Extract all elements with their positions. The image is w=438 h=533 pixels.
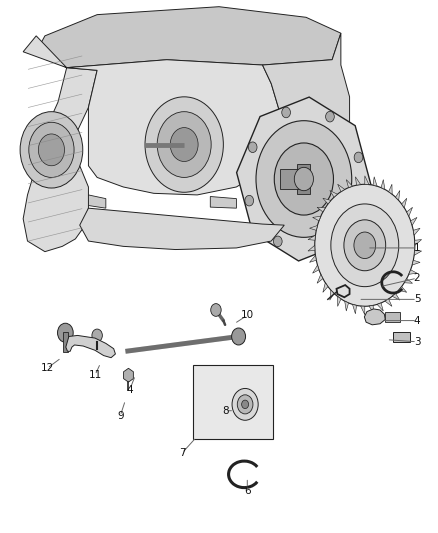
Circle shape: [256, 120, 352, 237]
Text: 8: 8: [222, 406, 229, 416]
Polygon shape: [313, 216, 321, 221]
Polygon shape: [338, 184, 345, 192]
Circle shape: [57, 323, 73, 342]
Polygon shape: [124, 368, 134, 382]
Polygon shape: [396, 190, 400, 200]
Bar: [193, 365, 273, 439]
Polygon shape: [66, 335, 116, 358]
Polygon shape: [353, 304, 357, 314]
Circle shape: [351, 206, 360, 216]
Text: 11: 11: [88, 370, 102, 380]
Circle shape: [232, 328, 246, 345]
Polygon shape: [317, 207, 325, 212]
Polygon shape: [23, 36, 97, 252]
Polygon shape: [310, 255, 316, 262]
Text: 2: 2: [414, 273, 420, 283]
Circle shape: [273, 236, 282, 247]
Circle shape: [354, 152, 363, 163]
Polygon shape: [407, 207, 413, 216]
Polygon shape: [360, 306, 365, 315]
Polygon shape: [392, 293, 400, 300]
Polygon shape: [411, 217, 417, 225]
Circle shape: [20, 112, 83, 188]
Text: 4: 4: [127, 384, 133, 394]
Polygon shape: [237, 97, 371, 261]
Bar: [385, 312, 400, 321]
Polygon shape: [88, 195, 106, 208]
Polygon shape: [313, 265, 319, 273]
Text: 1: 1: [414, 243, 420, 253]
Polygon shape: [389, 184, 392, 194]
Text: 7: 7: [179, 448, 185, 458]
Circle shape: [331, 204, 399, 287]
Bar: [297, 165, 311, 193]
Polygon shape: [67, 60, 280, 195]
Polygon shape: [413, 228, 420, 235]
Polygon shape: [409, 270, 417, 274]
Circle shape: [282, 107, 290, 118]
Bar: [63, 332, 68, 352]
Polygon shape: [369, 305, 374, 314]
Polygon shape: [310, 225, 318, 230]
Circle shape: [92, 329, 102, 342]
Circle shape: [294, 167, 314, 191]
Polygon shape: [399, 287, 407, 292]
Circle shape: [145, 97, 223, 192]
Polygon shape: [385, 299, 392, 306]
Circle shape: [344, 220, 386, 271]
Polygon shape: [346, 180, 353, 188]
Polygon shape: [308, 245, 315, 251]
Polygon shape: [373, 177, 377, 186]
Circle shape: [157, 112, 211, 177]
Polygon shape: [308, 235, 315, 240]
Polygon shape: [364, 309, 385, 325]
Text: 9: 9: [117, 411, 124, 421]
Polygon shape: [330, 190, 337, 197]
Polygon shape: [345, 301, 349, 311]
Polygon shape: [323, 282, 328, 292]
Polygon shape: [323, 198, 331, 204]
Polygon shape: [415, 239, 422, 245]
Polygon shape: [262, 33, 350, 225]
Polygon shape: [36, 7, 341, 68]
Polygon shape: [317, 274, 323, 283]
Bar: [393, 332, 410, 342]
Circle shape: [248, 142, 257, 152]
Circle shape: [211, 304, 221, 317]
Bar: [280, 169, 304, 189]
Circle shape: [354, 232, 376, 259]
Polygon shape: [330, 290, 334, 300]
Circle shape: [39, 134, 64, 166]
Circle shape: [245, 195, 254, 206]
Text: 6: 6: [244, 486, 251, 496]
Circle shape: [29, 122, 74, 177]
Polygon shape: [355, 177, 360, 185]
Circle shape: [274, 143, 333, 215]
Polygon shape: [412, 260, 420, 265]
Polygon shape: [377, 303, 383, 311]
Text: 3: 3: [414, 337, 420, 347]
Circle shape: [315, 184, 415, 306]
Polygon shape: [404, 279, 413, 283]
Polygon shape: [80, 208, 284, 249]
Polygon shape: [402, 198, 407, 208]
Circle shape: [242, 400, 249, 409]
Circle shape: [170, 127, 198, 161]
Text: 10: 10: [241, 310, 254, 320]
Polygon shape: [365, 176, 369, 184]
Text: 5: 5: [414, 294, 420, 304]
Text: 12: 12: [40, 364, 54, 373]
Circle shape: [237, 395, 253, 414]
Polygon shape: [414, 251, 422, 255]
Polygon shape: [210, 197, 237, 208]
Polygon shape: [381, 180, 385, 189]
Circle shape: [325, 111, 334, 122]
Text: 4: 4: [414, 316, 420, 326]
Circle shape: [232, 389, 258, 420]
Circle shape: [317, 240, 326, 251]
Polygon shape: [337, 296, 341, 306]
